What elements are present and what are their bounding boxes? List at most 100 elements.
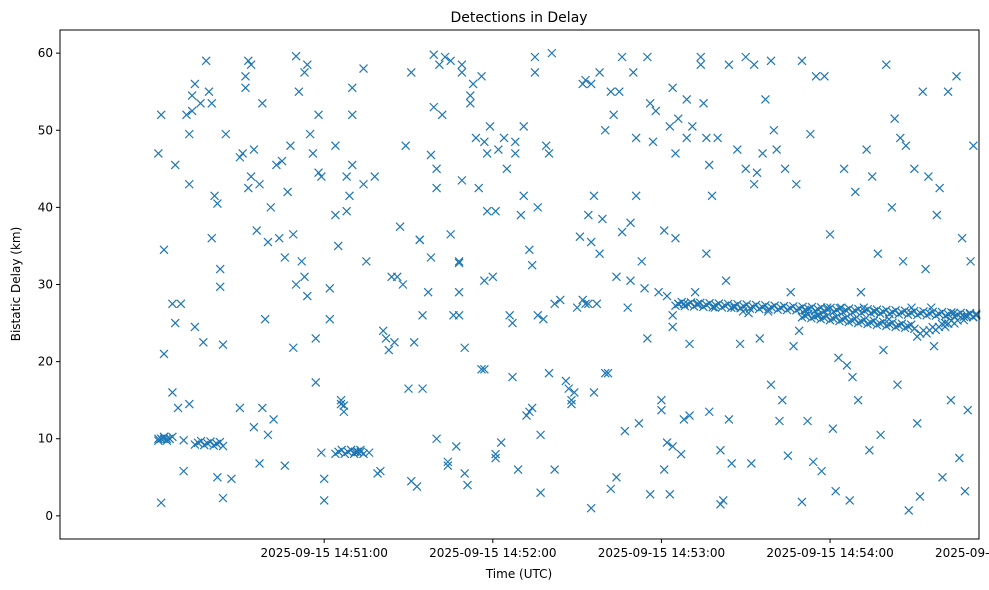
data-point: [274, 233, 284, 243]
data-point: [895, 133, 905, 143]
data-point: [721, 276, 731, 286]
data-point: [297, 256, 307, 266]
data-point: [196, 98, 205, 108]
data-point: [727, 458, 737, 468]
data-point: [342, 172, 352, 181]
data-point: [807, 302, 817, 312]
data-point: [491, 449, 501, 459]
data-point: [741, 52, 751, 62]
data-point: [772, 145, 782, 154]
data-point: [294, 87, 304, 97]
data-point: [257, 403, 267, 413]
data-point: [482, 206, 492, 216]
data-point: [465, 98, 475, 108]
data-point: [519, 121, 529, 131]
data-point: [496, 438, 506, 448]
data-point: [474, 183, 484, 193]
data-point: [845, 496, 855, 505]
data-point: [581, 75, 590, 85]
data-point: [957, 233, 967, 243]
data-point: [859, 315, 869, 325]
data-point: [544, 148, 554, 158]
data-point: [280, 461, 290, 471]
data-point: [797, 497, 807, 507]
data-point: [513, 465, 523, 475]
data-point: [530, 67, 540, 77]
data-point: [853, 395, 863, 405]
data-point: [215, 264, 225, 274]
data-point: [662, 291, 672, 301]
data-point: [173, 403, 183, 413]
data-point: [170, 318, 180, 328]
data-point: [679, 415, 689, 424]
data-point: [637, 256, 647, 266]
data-point: [831, 312, 841, 322]
data-point: [682, 133, 692, 143]
data-point: [935, 183, 945, 193]
data-point: [538, 314, 548, 324]
data-point: [493, 145, 503, 154]
data-point: [302, 60, 312, 70]
data-point: [547, 48, 557, 58]
x-axis-ticks: 2025-09-15 14:51:00 2025-09-15 14:52:00 20…: [260, 539, 989, 560]
data-point: [465, 91, 475, 100]
data-point: [749, 60, 759, 70]
data-point: [825, 229, 835, 239]
data-point: [600, 368, 610, 378]
data-point: [457, 60, 467, 70]
data-point: [581, 299, 590, 309]
data-point: [288, 343, 298, 353]
data-point: [742, 300, 752, 310]
data-point: [606, 484, 616, 494]
data-point: [364, 448, 374, 458]
data-point: [881, 305, 891, 315]
y-tick-label: 20: [38, 355, 53, 369]
data-point: [241, 83, 250, 93]
data-point: [835, 303, 845, 313]
data-point: [600, 125, 610, 135]
data-point: [668, 83, 678, 93]
data-point: [811, 71, 821, 81]
data-point: [863, 304, 873, 314]
data-point: [187, 106, 197, 116]
data-point: [780, 164, 790, 174]
data-point: [454, 310, 464, 320]
data-point: [716, 499, 725, 509]
data-point: [921, 264, 931, 274]
y-tick-label: 0: [45, 509, 53, 523]
data-point: [891, 305, 901, 315]
data-point: [271, 160, 281, 170]
data-point: [314, 168, 323, 178]
data-point: [227, 474, 236, 484]
data-point: [316, 172, 326, 181]
data-point: [196, 436, 206, 446]
data-point: [502, 164, 512, 174]
data-point: [440, 52, 450, 62]
data-point: [207, 98, 217, 108]
data-point: [184, 399, 194, 409]
data-point: [406, 67, 416, 77]
data-point: [215, 282, 225, 292]
data-point: [617, 52, 627, 62]
data-point: [940, 318, 950, 328]
data-point: [651, 106, 661, 116]
data-point: [685, 411, 694, 421]
data-point: [375, 466, 385, 476]
data-point: [662, 438, 672, 448]
data-point: [308, 148, 318, 158]
data-point: [623, 303, 633, 313]
data-point: [561, 376, 571, 386]
data-point: [848, 372, 857, 382]
data-point: [426, 253, 436, 262]
data-point: [508, 372, 517, 382]
data-point: [881, 60, 891, 70]
data-point: [347, 160, 357, 170]
data-point: [167, 299, 177, 309]
data-point: [159, 432, 169, 442]
data-point: [826, 303, 835, 313]
data-point: [842, 361, 852, 370]
data-point: [766, 56, 776, 66]
data-point: [960, 486, 970, 496]
x-tick-label: 2025-09-15 14:51:00: [260, 546, 387, 560]
